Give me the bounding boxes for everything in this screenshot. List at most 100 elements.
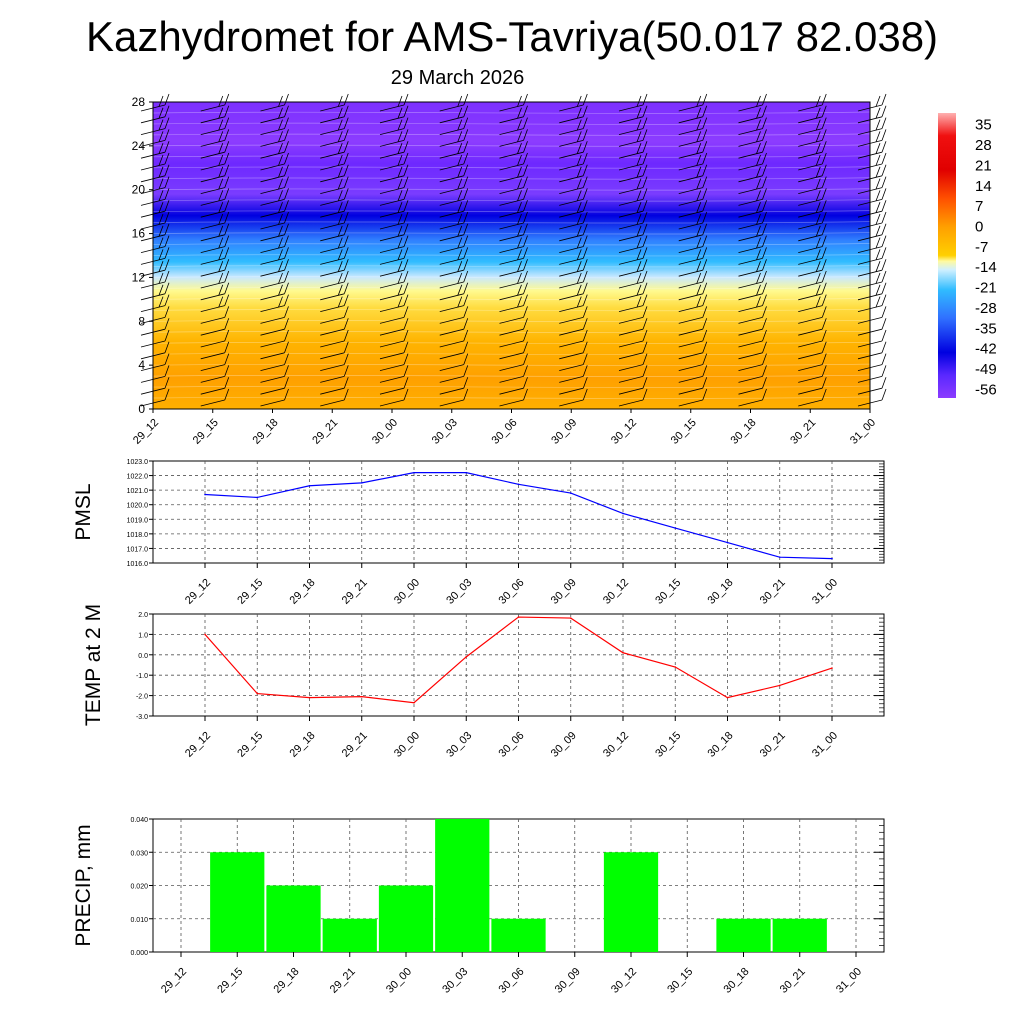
wind-barb-flag <box>642 164 648 176</box>
wind-barb-flag <box>881 329 887 342</box>
wind-barb-flag <box>457 225 463 237</box>
wind-barb-flag <box>218 272 224 284</box>
wind-barb-flag <box>821 259 827 271</box>
wind-barb-flag <box>815 166 821 178</box>
wind-barb-flag <box>702 341 708 353</box>
wind-barb-flag <box>523 176 528 188</box>
wind-barb-shaft <box>798 317 823 324</box>
y-tick-label: 1018.0 <box>127 532 149 539</box>
wind-barb-flag <box>636 131 642 143</box>
wind-barb-shaft <box>738 104 763 112</box>
wind-barb-flag <box>224 223 230 235</box>
wind-barb-flag <box>642 188 648 200</box>
wind-barb-flag <box>582 129 588 141</box>
wind-barb-shaft <box>559 151 584 159</box>
wind-barb-flag <box>403 152 409 165</box>
wind-barb-flag <box>523 353 528 365</box>
wind-barb-flag <box>582 365 588 377</box>
wind-barb-shaft <box>738 199 763 206</box>
wind-barb-shaft <box>738 187 763 194</box>
wind-barb-shaft <box>320 328 345 336</box>
wind-barb-flag <box>397 166 403 178</box>
contour-line <box>152 144 871 147</box>
wind-barb-flag <box>343 306 349 318</box>
wind-barb-shaft <box>379 210 405 218</box>
wind-barb-shaft <box>618 140 644 147</box>
wind-barb-flag <box>218 95 224 107</box>
wind-barb-flag <box>881 294 887 306</box>
wind-barb-flag <box>284 329 289 342</box>
wind-barb-shaft <box>618 352 644 360</box>
wind-barb-flag <box>815 237 821 249</box>
wind-barb-shaft <box>798 399 823 407</box>
wind-barb-shaft <box>260 151 285 159</box>
wind-barb-shaft <box>738 281 763 289</box>
wind-barb-shaft <box>559 399 584 407</box>
contour-line <box>152 166 871 169</box>
wind-barb-flag <box>278 143 283 154</box>
wind-barb-shaft <box>499 305 524 312</box>
wind-barb-flag <box>875 202 881 213</box>
contour-line <box>152 232 871 235</box>
wind-barb-flag <box>463 129 469 141</box>
wind-barb-flag <box>397 225 403 237</box>
wind-barb-flag <box>576 213 582 225</box>
wind-barb-flag <box>756 237 761 249</box>
wind-barb-flag <box>457 202 463 213</box>
wind-barb-flag <box>881 152 887 165</box>
wind-barb-shaft <box>798 234 823 242</box>
wind-barb-shaft <box>559 199 584 206</box>
wind-barb-shaft <box>559 364 584 371</box>
wind-barb-shaft <box>559 317 584 324</box>
x-tick-label: 29_21 <box>328 966 358 996</box>
wind-barb-flag <box>815 131 821 143</box>
wind-barb-flag <box>523 93 528 106</box>
wind-barb-flag <box>278 261 283 272</box>
wind-barb-flag <box>702 105 708 117</box>
wind-barb-shaft <box>559 269 584 277</box>
colorbar-label: -7 <box>975 239 988 256</box>
wind-barb-shaft <box>738 210 763 218</box>
wind-barb-flag <box>696 272 702 284</box>
wind-barb-flag <box>881 211 887 224</box>
wind-barb-flag <box>397 107 403 119</box>
wind-barb-flag <box>224 329 230 342</box>
wind-barb-flag <box>576 95 582 107</box>
wind-barb-flag <box>702 164 708 176</box>
chart-title: Kazhydromet for AMS-Tavriya(50.017 82.03… <box>85 13 939 60</box>
wind-barb-shaft <box>798 340 823 348</box>
wind-barb-flag <box>403 117 409 129</box>
wind-barb-flag <box>158 143 164 154</box>
wind-barb-flag <box>218 154 224 166</box>
wind-barb-flag <box>158 225 164 237</box>
x-tick-label: 30_15 <box>665 966 695 996</box>
wind-barb-flag <box>457 131 463 143</box>
contour-line <box>152 319 871 323</box>
contour-line <box>152 363 871 366</box>
wind-barb-flag <box>343 105 349 117</box>
wind-barb-flag <box>218 166 224 178</box>
wind-barb-shaft <box>439 104 464 112</box>
y-tick-label: 4 <box>138 358 145 372</box>
wind-barb-flag <box>343 164 349 176</box>
wind-barb-shaft <box>200 128 225 135</box>
data-point <box>413 701 415 704</box>
wind-barb-shaft <box>798 175 823 183</box>
wind-barb-flag <box>158 119 164 131</box>
wind-barb-flag <box>463 188 469 200</box>
wind-barb-shaft <box>200 175 225 183</box>
wind-barb-flag <box>517 119 522 131</box>
wind-barb-flag <box>582 247 588 259</box>
wind-barb-flag <box>164 188 170 200</box>
wind-barb-flag <box>337 107 343 119</box>
temperature-colorbar: 35 28 21 14 7 0 -7 -14 -21 -28 -35 -42 -49 -56 <box>938 113 997 398</box>
wind-barb-shaft <box>379 199 405 206</box>
x-tick-label: 29_12 <box>183 577 213 607</box>
wind-barb-shaft <box>260 387 285 395</box>
wind-barb-shaft <box>320 163 345 171</box>
wind-barb-flag <box>218 178 224 190</box>
wind-barb-flag <box>224 294 230 306</box>
wind-barb-shaft <box>200 246 225 253</box>
wind-barb-flag <box>523 306 528 318</box>
wind-barb-flag <box>702 152 708 165</box>
